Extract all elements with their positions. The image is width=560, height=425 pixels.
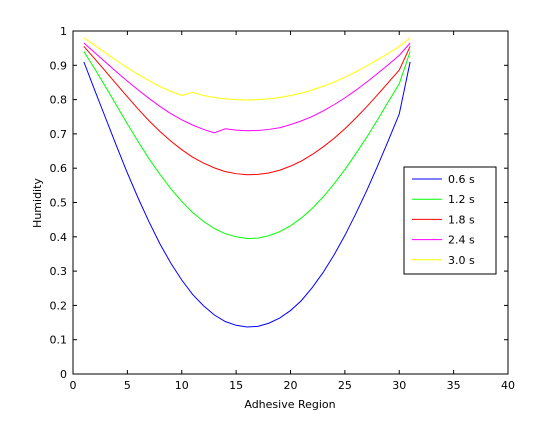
legend-label: 2.4 s — [448, 234, 475, 247]
y-tick-label: 0 — [60, 368, 67, 381]
y-tick-label: 0.7 — [50, 128, 68, 141]
legend-box — [403, 166, 497, 275]
x-tick-label: 10 — [175, 379, 189, 392]
series-line-2 — [83, 46, 411, 176]
y-tick-label: 0.2 — [50, 299, 68, 312]
legend: 0.6 s 1.2 s 1.8 s 2.4 s 3.0 s — [403, 166, 497, 275]
x-tick-label: 5 — [124, 379, 131, 392]
legend-label: 1.8 s — [448, 213, 475, 226]
legend-label: 1.2 s — [448, 193, 475, 206]
x-tick-label: 25 — [338, 379, 352, 392]
y-tick-label: 0.4 — [50, 231, 68, 244]
legend-label: 3.0 s — [448, 254, 475, 267]
y-tick-label: 0.8 — [50, 94, 68, 107]
series-line-3 — [83, 42, 411, 134]
y-tick-label: 0.3 — [50, 265, 68, 278]
y-tick-label: 0.5 — [50, 197, 68, 210]
y-tick-label: 0.9 — [50, 59, 68, 72]
series-line-1 — [83, 51, 411, 240]
y-tick-label: 0.6 — [50, 162, 68, 175]
series-line-0 — [83, 61, 411, 328]
y-tick-label: 0.1 — [50, 334, 68, 347]
x-tick-label: 15 — [229, 379, 243, 392]
series-lines — [83, 37, 411, 328]
series-line-4 — [83, 37, 411, 101]
axis-ticks: 0 5 10 15 20 25 30 35 40 0 0.1 0.2 0.3 0.4 0.5 0.6 0.7 0.… — [50, 25, 516, 392]
x-tick-label: 40 — [501, 379, 515, 392]
x-tick-label: 0 — [70, 379, 77, 392]
x-tick-label: 30 — [392, 379, 406, 392]
y-tick-label: 1 — [60, 25, 67, 38]
x-tick-label: 35 — [447, 379, 461, 392]
x-tick-label: 20 — [284, 379, 298, 392]
legend-label: 0.6 s — [448, 173, 475, 186]
y-axis-label: Humidity — [31, 178, 44, 228]
x-axis-label: Adhesive Region — [244, 398, 335, 411]
